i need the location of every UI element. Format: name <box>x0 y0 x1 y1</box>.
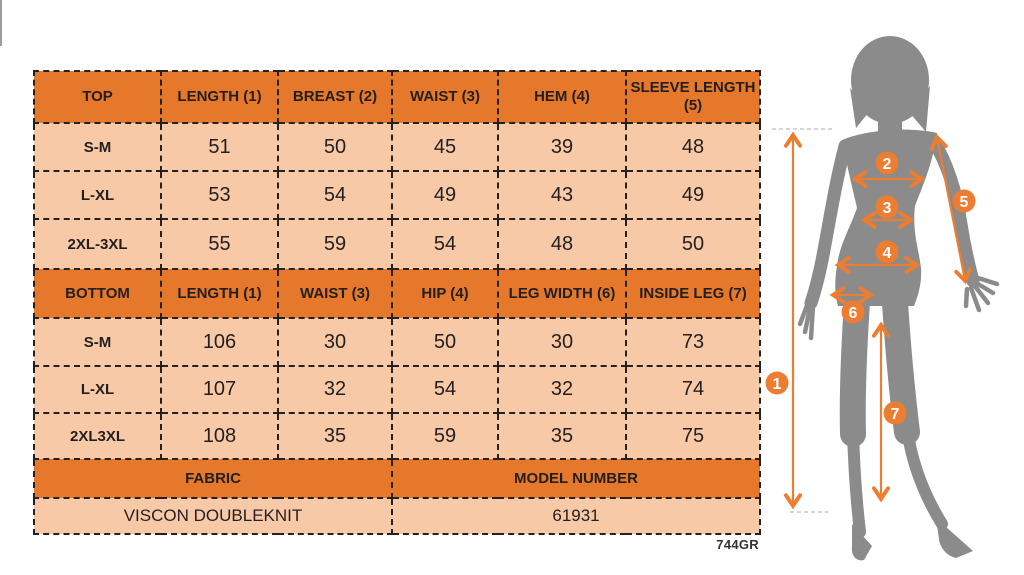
figure-head <box>851 36 929 124</box>
figure-right-thigh <box>882 290 920 445</box>
measurement-value: 50 <box>277 122 393 172</box>
marker-2-label: 2 <box>883 156 892 173</box>
measurement-value: 54 <box>391 218 499 270</box>
size-chart-table: TOP LENGTH (1) BREAST (2) WAIST (3) HEM (4) S… <box>33 70 761 535</box>
woman-silhouette <box>797 36 1000 561</box>
measurement-value: 49 <box>625 170 761 220</box>
marker-1-label: 1 <box>773 376 782 393</box>
marker-4-circle <box>875 240 899 264</box>
measurement-value: 39 <box>497 122 627 172</box>
measurement-value: 108 <box>160 412 279 460</box>
column-header: WAIST (3) <box>277 268 393 319</box>
measurement-value: 50 <box>391 317 499 367</box>
measurement-value: 32 <box>277 365 393 414</box>
measurement-value: 107 <box>160 365 279 414</box>
column-header: HEM (4) <box>497 70 627 124</box>
marker-3-circle <box>875 195 899 219</box>
measurement-value: 74 <box>625 365 761 414</box>
measurement-value: 106 <box>160 317 279 367</box>
column-header: LENGTH (1) <box>160 70 279 124</box>
style-code-label: 744GR <box>716 537 759 552</box>
size-label: L-XL <box>33 365 162 414</box>
marker-7-label: 7 <box>891 406 900 423</box>
measurement-figure-diagram: 1 2 3 4 5 6 7 <box>765 36 1000 561</box>
marker-7-circle <box>883 401 907 425</box>
info-header-row: FABRIC MODEL NUMBER <box>33 458 761 499</box>
marker-6-label: 6 <box>849 305 858 322</box>
measurement-value: 54 <box>391 365 499 414</box>
column-header: WAIST (3) <box>391 70 499 124</box>
header-row-bottom: BOTTOM LENGTH (1) WAIST (3) HIP (4) LEG WIDT… <box>33 268 761 319</box>
arrow-sleeve-5 <box>937 138 965 280</box>
size-label: 2XL3XL <box>33 412 162 460</box>
table-row: L-XL 53 54 49 43 49 <box>33 170 761 220</box>
measurement-value: 35 <box>277 412 393 460</box>
section-header-bottom: BOTTOM <box>33 268 162 319</box>
figure-right-calf <box>901 422 948 530</box>
figure-right-hand <box>963 274 1000 313</box>
column-header: HIP (4) <box>391 268 499 319</box>
marker-6-circle <box>841 300 865 324</box>
measurement-value: 48 <box>497 218 627 270</box>
size-label: L-XL <box>33 170 162 220</box>
figure-left-calf <box>847 424 866 538</box>
measurement-value: 54 <box>277 170 393 220</box>
table-row: 2XL3XL 108 35 59 35 75 <box>33 412 761 460</box>
model-number-value: 61931 <box>391 497 761 535</box>
figure-hair-left <box>850 88 869 128</box>
section-header-top: TOP <box>33 70 162 124</box>
header-row-top: TOP LENGTH (1) BREAST (2) WAIST (3) HEM (4) S… <box>33 70 761 124</box>
figure-left-hand <box>797 300 816 341</box>
marker-5-circle <box>952 189 976 213</box>
measurement-value: 73 <box>625 317 761 367</box>
measurement-value: 55 <box>160 218 279 270</box>
figure-right-foot <box>936 518 973 558</box>
figure-hair-right <box>909 86 930 132</box>
marker-3-label: 3 <box>883 200 892 217</box>
marker-2-circle <box>875 151 899 175</box>
measurement-markers: 1 2 3 4 5 6 7 <box>765 151 976 425</box>
measurement-arrows <box>793 136 965 505</box>
measurement-value: 30 <box>497 317 627 367</box>
fabric-header: FABRIC <box>33 458 393 499</box>
fabric-value: VISCON DOUBLEKNIT <box>33 497 393 535</box>
figure-left-arm <box>804 139 852 310</box>
left-edge-artifact-line <box>0 0 2 46</box>
measurement-value: 35 <box>497 412 627 460</box>
measurement-value: 49 <box>391 170 499 220</box>
measurement-value: 59 <box>391 412 499 460</box>
column-header: LEG WIDTH (6) <box>497 268 627 319</box>
measurement-value: 75 <box>625 412 761 460</box>
figure-neck <box>878 96 902 136</box>
size-chart-wrapper: TOP LENGTH (1) BREAST (2) WAIST (3) HEM (4) S… <box>33 70 761 535</box>
column-header: BREAST (2) <box>277 70 393 124</box>
marker-1-circle <box>765 371 789 395</box>
table-row: S-M 106 30 50 30 73 <box>33 317 761 367</box>
measurement-value: 59 <box>277 218 393 270</box>
measurement-value: 45 <box>391 122 499 172</box>
measurement-value: 32 <box>497 365 627 414</box>
measurement-value: 51 <box>160 122 279 172</box>
figure-left-foot <box>851 524 872 561</box>
table-row: L-XL 107 32 54 32 74 <box>33 365 761 414</box>
column-header: SLEEVE LENGTH (5) <box>625 70 761 124</box>
column-header: INSIDE LEG (7) <box>625 268 761 319</box>
table-row: 2XL-3XL 55 59 54 48 50 <box>33 218 761 270</box>
measurement-value: 53 <box>160 170 279 220</box>
table-row: S-M 51 50 45 39 48 <box>33 122 761 172</box>
measurement-value: 30 <box>277 317 393 367</box>
measurement-value: 50 <box>625 218 761 270</box>
size-label: S-M <box>33 122 162 172</box>
info-value-row: VISCON DOUBLEKNIT 61931 <box>33 497 761 535</box>
size-label: 2XL-3XL <box>33 218 162 270</box>
marker-5-label: 5 <box>960 194 969 211</box>
size-label: S-M <box>33 317 162 367</box>
marker-4-label: 4 <box>883 245 892 262</box>
model-number-header: MODEL NUMBER <box>391 458 761 499</box>
measurement-value: 43 <box>497 170 627 220</box>
column-header: LENGTH (1) <box>160 268 279 319</box>
measurement-value: 48 <box>625 122 761 172</box>
